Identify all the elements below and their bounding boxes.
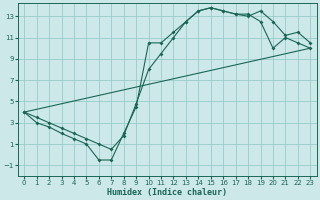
X-axis label: Humidex (Indice chaleur): Humidex (Indice chaleur) bbox=[107, 188, 227, 197]
